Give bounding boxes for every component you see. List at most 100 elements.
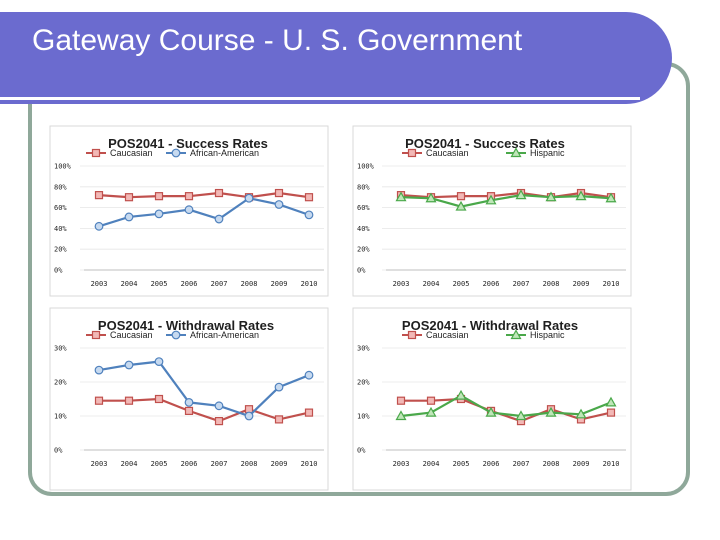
series-line — [400, 191, 612, 199]
y-tick-label: 60% — [357, 204, 370, 212]
data-point — [304, 193, 314, 202]
x-tick-label: 2010 — [301, 280, 318, 288]
y-tick-label: 0% — [357, 447, 366, 455]
chart-title: POS2041 - Success Rates — [405, 136, 565, 151]
legend-item: African-American — [166, 148, 259, 158]
data-point — [184, 398, 194, 407]
series-hispanic — [395, 189, 617, 211]
data-point — [214, 188, 224, 198]
series-line — [98, 197, 310, 228]
data-point — [304, 370, 314, 380]
series-line — [400, 394, 612, 418]
x-tick-label: 2008 — [543, 280, 560, 288]
legend-label: Caucasian — [426, 330, 469, 340]
x-tick-label: 2005 — [151, 280, 168, 288]
data-point — [575, 408, 587, 419]
x-tick-label: 2006 — [181, 460, 198, 468]
series-african-american — [94, 357, 314, 421]
x-tick-label: 2009 — [271, 280, 288, 288]
data-point — [94, 365, 104, 375]
x-tick-label: 2005 — [151, 460, 168, 468]
data-point — [274, 188, 284, 198]
legend-label: Caucasian — [110, 330, 153, 340]
header-rule — [0, 97, 640, 100]
data-point — [124, 212, 134, 222]
data-point — [154, 357, 164, 367]
x-tick-label: 2008 — [543, 460, 560, 468]
legend-item: Caucasian — [86, 148, 153, 158]
x-tick-label: 2010 — [603, 280, 620, 288]
y-tick-label: 80% — [357, 183, 370, 191]
data-point — [545, 191, 557, 202]
data-point — [605, 396, 617, 407]
x-tick-label: 2003 — [91, 280, 108, 288]
data-point — [184, 205, 194, 215]
y-tick-label: 0% — [357, 267, 366, 275]
y-tick-label: 60% — [54, 204, 67, 212]
x-tick-label: 2005 — [453, 280, 470, 288]
x-tick-label: 2007 — [211, 280, 228, 288]
data-point — [606, 408, 616, 417]
legend-marker — [407, 330, 417, 340]
legend-label: African-American — [190, 330, 259, 340]
y-tick-label: 30% — [54, 345, 67, 353]
series-line — [400, 194, 612, 208]
data-point — [545, 406, 557, 417]
data-point — [244, 411, 254, 421]
data-point — [184, 406, 194, 415]
legend-label: African-American — [190, 148, 259, 158]
series-caucasian — [94, 188, 314, 202]
x-tick-label: 2003 — [91, 460, 108, 468]
data-point — [124, 360, 134, 370]
x-tick-label: 2004 — [423, 280, 440, 288]
data-point — [425, 406, 437, 417]
y-tick-label: 10% — [54, 413, 67, 421]
legend-label: Caucasian — [426, 148, 469, 158]
data-point — [485, 194, 497, 205]
legend-marker — [171, 148, 181, 158]
data-point — [456, 192, 466, 201]
data-point — [184, 192, 194, 201]
chart-panel — [352, 125, 632, 297]
data-point — [124, 193, 134, 202]
y-tick-label: 0% — [54, 267, 63, 275]
chart-title: POS2041 - Success Rates — [108, 136, 268, 151]
data-point — [94, 396, 104, 405]
legend-marker — [510, 147, 522, 158]
x-tick-label: 2004 — [121, 280, 138, 288]
data-point — [575, 190, 587, 201]
data-point — [274, 415, 284, 424]
legend-item: Caucasian — [402, 148, 469, 158]
x-tick-label: 2008 — [241, 280, 258, 288]
header-band — [0, 12, 672, 104]
data-point — [94, 191, 104, 200]
data-point — [274, 382, 284, 392]
y-tick-label: 0% — [54, 447, 63, 455]
y-tick-label: 20% — [54, 246, 67, 254]
series-african-american — [94, 193, 314, 231]
data-point — [395, 410, 407, 421]
data-point — [515, 189, 527, 200]
y-tick-label: 40% — [54, 225, 67, 233]
data-point — [154, 394, 164, 404]
x-tick-label: 2010 — [301, 460, 318, 468]
legend-item: Caucasian — [86, 330, 153, 340]
data-point — [154, 209, 164, 219]
data-point — [94, 221, 104, 231]
legend-marker — [510, 329, 522, 340]
x-tick-label: 2008 — [241, 460, 258, 468]
y-tick-label: 20% — [357, 246, 370, 254]
x-tick-label: 2010 — [603, 460, 620, 468]
data-point — [124, 396, 134, 405]
x-tick-label: 2004 — [121, 460, 138, 468]
data-point — [154, 192, 164, 201]
legend-label: Hispanic — [530, 148, 565, 158]
data-point — [396, 396, 406, 405]
slide-title: Gateway Course - U. S. Government — [32, 24, 523, 57]
x-tick-label: 2003 — [393, 460, 410, 468]
x-tick-label: 2007 — [513, 280, 530, 288]
